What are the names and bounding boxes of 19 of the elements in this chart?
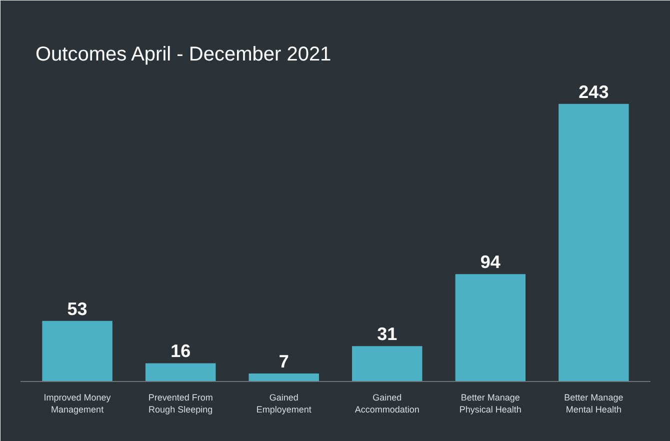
data-label: 53 [67,298,88,319]
x-tick-label: Better Manage Mental Health [564,392,624,414]
data-label: 7 [278,352,289,372]
bar [248,374,319,382]
x-tick-label: Improved Money Management [44,392,112,414]
data-label: 31 [377,324,398,344]
bar [145,363,216,382]
x-tick-label: Gained Accommodation [354,392,420,414]
x-tick-label: Gained Employement [256,392,312,414]
bar [455,274,526,382]
x-tick-label: Better Manage Physical Health [459,392,522,414]
data-label: 94 [480,252,500,272]
data-label: 243 [578,82,609,102]
data-label: 16 [170,341,191,362]
x-tick-label: Prevented From Rough Sleeping [148,392,213,414]
bar [352,346,422,382]
bar [558,104,629,382]
bar [42,320,112,382]
chart-title: Outcomes April - December 2021 [36,44,332,66]
